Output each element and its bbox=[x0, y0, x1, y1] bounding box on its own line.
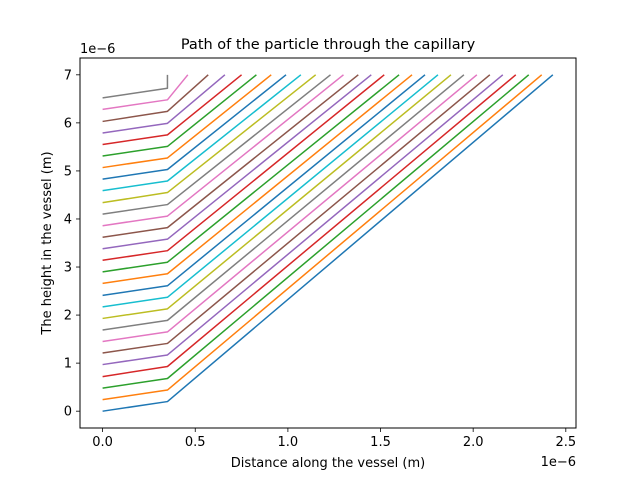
series-line-9 bbox=[102, 74, 452, 320]
y-tick-label: 3 bbox=[64, 261, 72, 276]
x-axis: 0.0 0.5 1.0 1.5 2.0 2.5 bbox=[92, 428, 576, 450]
y-offset-label: 1e−6 bbox=[80, 42, 115, 57]
series-line-26 bbox=[102, 74, 209, 123]
x-tick-label: 2.0 bbox=[463, 435, 484, 450]
series-line-21 bbox=[102, 74, 287, 180]
series-line-19 bbox=[102, 74, 317, 204]
series-line-27 bbox=[102, 74, 189, 111]
series-line-13 bbox=[102, 74, 400, 273]
y-axis-label: The height in the vessel (m) bbox=[40, 151, 55, 335]
series-layer bbox=[102, 74, 554, 412]
y-tick-label: 1 bbox=[64, 357, 72, 372]
x-axis-label: Distance along the vessel (m) bbox=[231, 456, 425, 471]
series-line-3 bbox=[102, 74, 530, 389]
series-line-6 bbox=[102, 74, 491, 354]
series-line-10 bbox=[102, 74, 439, 308]
x-tick-label: 1.5 bbox=[370, 435, 391, 450]
series-line-1 bbox=[102, 74, 554, 412]
series-line-17 bbox=[102, 74, 344, 227]
series-line-23 bbox=[102, 74, 257, 157]
series-line-2 bbox=[102, 74, 543, 401]
series-line-8 bbox=[102, 74, 465, 331]
series-line-5 bbox=[102, 74, 504, 366]
x-tick-label: 0.0 bbox=[92, 435, 113, 450]
series-line-7 bbox=[102, 74, 478, 343]
chart-title: Path of the particle through the capilla… bbox=[181, 37, 476, 53]
x-tick-label: 0.5 bbox=[185, 435, 206, 450]
series-line-15 bbox=[102, 74, 372, 250]
series-line-25 bbox=[102, 74, 226, 134]
y-axis: 0 1 2 3 4 5 6 7 bbox=[64, 68, 80, 420]
series-line-11 bbox=[102, 74, 426, 297]
plot-frame bbox=[79, 57, 577, 429]
series-line-4 bbox=[102, 74, 517, 378]
y-tick-label: 5 bbox=[64, 164, 72, 179]
series-line-28 bbox=[102, 74, 169, 99]
series-line-22 bbox=[102, 74, 272, 169]
y-tick-label: 7 bbox=[64, 68, 72, 83]
x-tick-label: 2.5 bbox=[555, 435, 576, 450]
x-offset-label: 1e−6 bbox=[541, 455, 576, 470]
y-tick-label: 0 bbox=[64, 405, 72, 420]
series-line-24 bbox=[102, 74, 243, 146]
y-tick-label: 6 bbox=[64, 116, 72, 131]
series-line-18 bbox=[102, 74, 331, 215]
y-tick-label: 2 bbox=[64, 309, 72, 324]
x-tick-label: 1.0 bbox=[278, 435, 299, 450]
series-line-14 bbox=[102, 74, 385, 262]
series-line-20 bbox=[102, 74, 302, 192]
series-line-12 bbox=[102, 74, 413, 285]
y-tick-label: 4 bbox=[64, 212, 72, 227]
series-line-16 bbox=[102, 74, 359, 238]
